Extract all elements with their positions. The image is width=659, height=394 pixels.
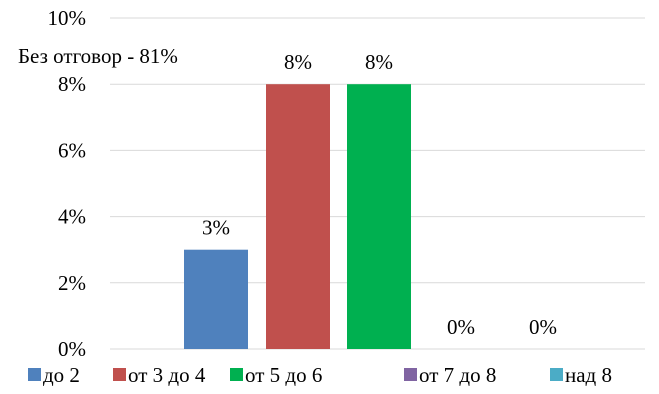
data-label: 8% [284,50,312,74]
legend-swatch [28,368,41,381]
y-axis-ticks: 0% 2% 4% 6% 8% 10% [48,6,87,361]
legend-label: до 2 [43,363,80,387]
legend-label: над 8 [565,363,612,387]
y-tick-label: 0% [58,337,86,361]
legend-label: от 3 до 4 [128,363,206,387]
data-label: 8% [365,50,393,74]
legend: до 2 от 3 до 4 от 5 до 6 от 7 до 8 над 8 [28,363,612,387]
bars [184,84,411,349]
bar [347,84,411,349]
bar [184,249,248,349]
y-tick-label: 4% [58,205,86,229]
data-label: 0% [447,315,475,339]
y-tick-label: 10% [48,6,87,30]
legend-swatch [230,368,243,381]
data-label: 0% [529,315,557,339]
bar [266,84,330,349]
data-labels: 3% 8% 8% 0% 0% [202,50,557,339]
data-label: 3% [202,216,230,240]
y-tick-label: 2% [58,271,86,295]
no-answer-annotation: Без отговор - 81% [18,44,178,68]
legend-label: от 5 до 6 [245,363,322,387]
legend-swatch [113,368,126,381]
legend-swatch [404,368,417,381]
legend-swatch [550,368,563,381]
legend-label: от 7 до 8 [419,363,496,387]
y-tick-label: 8% [58,72,86,96]
y-tick-label: 6% [58,138,86,162]
